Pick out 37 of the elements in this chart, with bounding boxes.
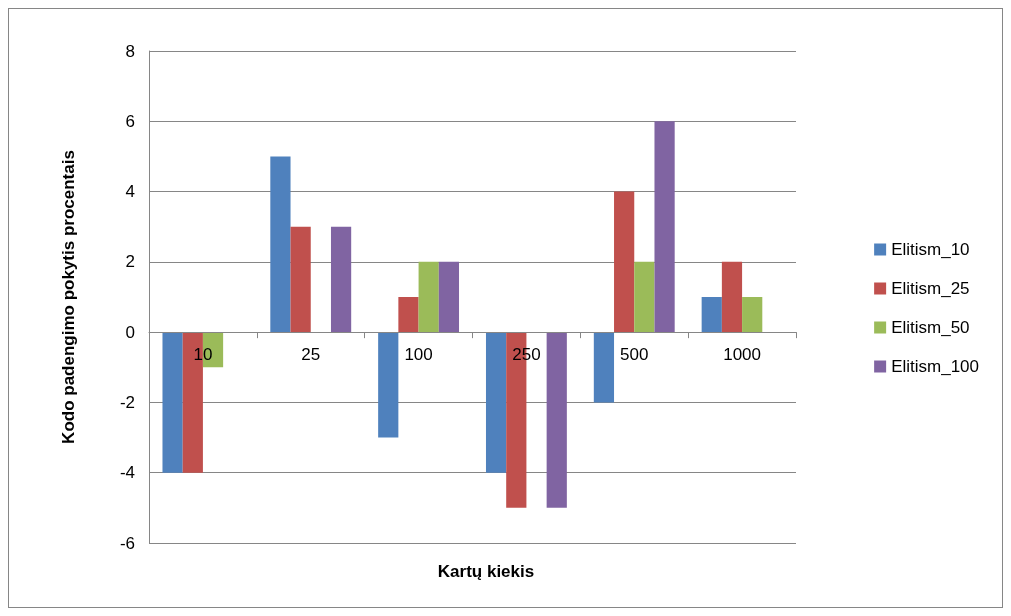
bar: [290, 226, 311, 333]
bar: [654, 121, 675, 333]
x-tick-label: 1000: [723, 345, 761, 365]
y-tick-label: 0: [125, 322, 135, 342]
bar: [593, 332, 615, 403]
y-tick-label: 4: [125, 182, 135, 202]
x-tick-label: 500: [620, 345, 649, 365]
legend-label: Elitism_10: [891, 240, 970, 259]
legend-label: Elitism_25: [891, 279, 970, 298]
y-tick-label: 8: [125, 41, 135, 61]
y-tick-label: -6: [119, 533, 135, 553]
y-tick-label: -4: [119, 463, 135, 483]
y-tick-label: 2: [125, 252, 135, 272]
y-tick-label: 6: [125, 111, 135, 131]
legend-label: Elitism_50: [891, 318, 970, 337]
bar: [742, 297, 763, 333]
x-tick-label: 10: [193, 345, 213, 365]
bar: [634, 261, 655, 333]
bar: [614, 191, 635, 333]
x-tick-label: 100: [404, 345, 433, 365]
bar: [330, 226, 352, 333]
bar: [378, 332, 399, 438]
bar: [721, 261, 743, 333]
bar: [701, 297, 722, 333]
bar: [546, 332, 567, 508]
y-axis-title: Kodo padengimo pokytis procentais: [59, 150, 78, 444]
bar: [438, 261, 460, 333]
y-tick-label: -2: [119, 392, 135, 412]
x-tick-label: 250: [512, 345, 541, 365]
legend-label: Elitism_100: [891, 357, 979, 376]
bar: [418, 261, 439, 333]
bar: [398, 297, 419, 333]
bar: [270, 156, 291, 333]
x-tick-label: 25: [301, 345, 321, 365]
bar: [485, 332, 507, 473]
x-axis-title: Kartų kiekis: [437, 562, 535, 581]
bar: [162, 332, 183, 473]
